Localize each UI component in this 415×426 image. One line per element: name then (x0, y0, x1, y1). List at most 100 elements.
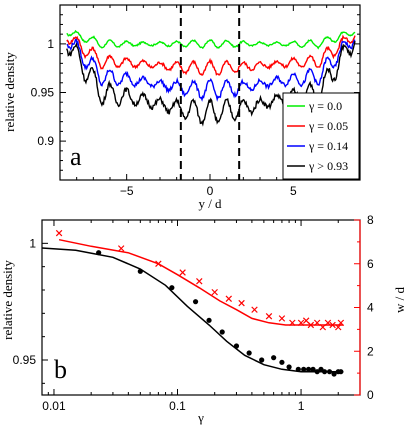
width-point (225, 295, 233, 302)
right-y-tick-label: 0 (367, 388, 374, 402)
panel-a: −5 0 5 0.9 0.95 1 a y / d relative density γ… (2, 4, 361, 211)
width-point (155, 260, 162, 267)
panel-b-fit-lines (41, 238, 344, 373)
legend-label: γ = 0.14 (308, 139, 348, 153)
right-y-tick-label: 6 (367, 257, 374, 271)
width-point (265, 313, 273, 320)
x-tick-label: 1 (298, 399, 305, 413)
width-point-stroke (313, 319, 321, 327)
right-y-tick-label: 2 (367, 344, 374, 358)
width-point-stroke (289, 319, 296, 327)
width-point (319, 323, 327, 331)
width-point-stroke (329, 321, 336, 329)
y-tick-label: 1 (29, 236, 36, 250)
panel-a-y-axis-label: relative density (2, 52, 17, 132)
density-point (192, 299, 199, 305)
width-point-stroke (307, 321, 315, 329)
width-point-stroke (251, 306, 258, 313)
x-tick-label: 5 (290, 184, 297, 198)
panel-a-legend: γ = 0.0 γ = 0.05 γ = 0.14 γ > 0.93 (282, 92, 360, 180)
legend-label: γ = 0.0 (308, 99, 342, 113)
density-fit-line (41, 247, 344, 373)
width-point-stroke (302, 317, 310, 324)
width-point-stroke (278, 315, 286, 322)
width-point (307, 321, 315, 329)
panel-b-y-axis-label: relative density (0, 260, 15, 340)
width-point-stroke (335, 323, 342, 331)
right-y-tick-label: 4 (367, 301, 374, 315)
density-point (246, 350, 252, 356)
width-point (324, 319, 332, 327)
width-point (337, 319, 345, 327)
density-point (259, 357, 265, 363)
width-point-stroke (337, 319, 345, 327)
width-point (335, 323, 342, 331)
series-line-0 (66, 29, 356, 50)
right-y-tick-label: 8 (367, 213, 374, 227)
legend-label: γ > 0.93 (308, 159, 348, 173)
density-point (321, 369, 328, 375)
density-point (331, 371, 337, 377)
width-point (211, 288, 218, 296)
density-point (286, 364, 292, 370)
panel-b-label: b (54, 355, 67, 384)
width-point-stroke (265, 313, 273, 320)
density-point (137, 268, 143, 274)
density-point (301, 366, 307, 372)
panel-b-y-ticks: 0.95 1 (13, 219, 48, 384)
x-tick-label: −5 (120, 184, 134, 198)
width-point (313, 319, 321, 327)
y-tick-label: 0.95 (31, 86, 55, 100)
legend-box (282, 92, 360, 180)
width-point (117, 245, 125, 252)
density-point (233, 343, 240, 349)
x-tick-label: 0.1 (169, 399, 186, 413)
panel-a-x-axis-label: y / d (198, 196, 222, 211)
density-point (271, 355, 277, 361)
width-point (55, 229, 63, 237)
panel-b-x-ticks: 0.01 0.1 1 (41, 220, 361, 413)
panel-b-x-axis-label: γ (197, 410, 204, 425)
density-point (279, 359, 285, 365)
width-point-stroke (211, 288, 218, 296)
panel-b-right-y-ticks: 0 2 4 6 8 (354, 213, 374, 402)
width-point (329, 321, 336, 329)
panel-a-series (66, 29, 356, 127)
panel-a-y-ticks: 0.9 0.95 1 (31, 4, 360, 181)
width-fit-line (58, 238, 344, 326)
series-line-2 (66, 38, 356, 102)
width-point-stroke (297, 319, 305, 327)
x-tick-label: 0.01 (42, 399, 66, 413)
width-point-stroke (196, 278, 203, 285)
density-point (305, 366, 312, 372)
width-point (251, 306, 258, 313)
width-point (297, 319, 305, 327)
width-point-stroke (319, 323, 327, 331)
density-point (219, 329, 225, 335)
density-point (326, 369, 333, 375)
panel-a-x-ticks: −5 0 5 (76, 5, 344, 198)
legend-label: γ = 0.05 (308, 119, 348, 133)
density-point (169, 285, 175, 291)
width-point-stroke (238, 299, 245, 307)
panel-b-points (55, 229, 345, 377)
width-point-stroke (179, 269, 186, 276)
density-point (314, 369, 320, 375)
width-point (196, 278, 203, 285)
series-line-1 (66, 34, 356, 77)
panel-b: 0.01 0.1 1 0.95 1 0 2 4 6 8 b γ relative densit… (0, 213, 407, 425)
width-point (179, 269, 186, 276)
y-tick-label: 0.95 (13, 353, 37, 367)
y-tick-label: 0.9 (37, 134, 54, 148)
panel-a-dashed-lines (179, 5, 241, 180)
width-point-stroke (324, 319, 332, 327)
density-point (338, 369, 344, 375)
width-point-stroke (117, 245, 125, 252)
width-point (278, 315, 286, 322)
density-point (310, 366, 316, 372)
y-tick-label: 1 (47, 37, 54, 51)
width-point-stroke (155, 260, 162, 267)
density-point (96, 250, 102, 256)
x-tick-label: 0 (207, 184, 214, 198)
